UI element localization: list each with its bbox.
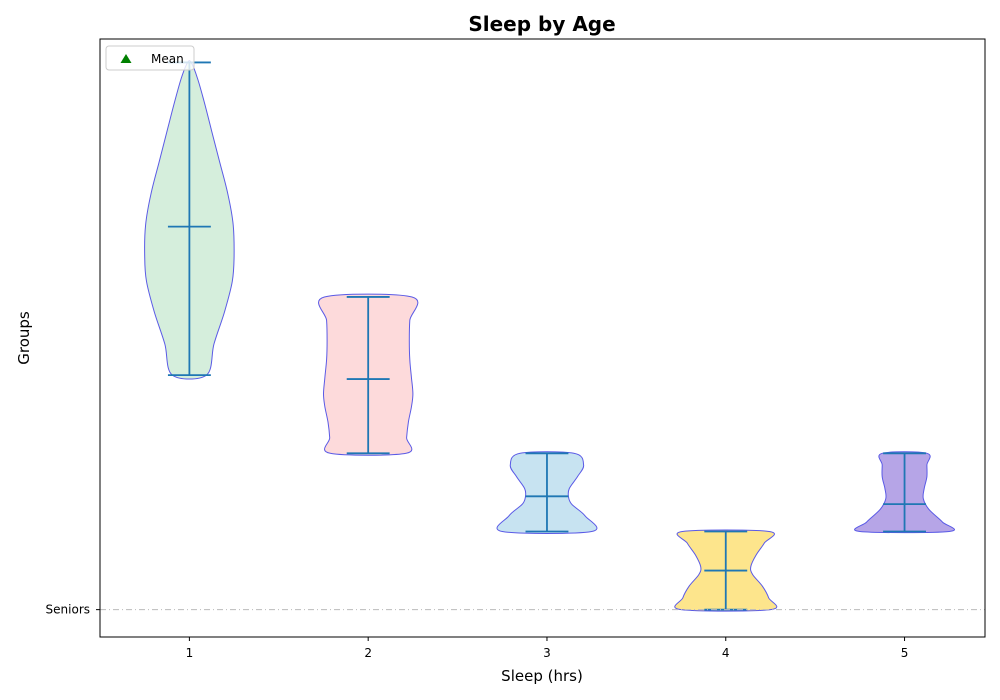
x-axis-label: Sleep (hrs) <box>501 667 583 685</box>
violin-2 <box>318 293 419 456</box>
legend-label-mean: Mean <box>151 52 184 66</box>
x-axis-ticks: 1 2 3 4 5 <box>186 637 909 660</box>
x-tick-label-2: 2 <box>364 646 372 660</box>
x-tick-label-4: 4 <box>722 646 730 660</box>
mean-triangle-icon <box>120 54 132 63</box>
legend: Mean <box>105 45 195 71</box>
plot-frame <box>99 38 986 638</box>
violins-group <box>144 59 955 612</box>
chart-title: Sleep by Age <box>468 12 615 36</box>
violin-4 <box>674 529 778 612</box>
x-tick-label-1: 1 <box>186 646 194 660</box>
legend-box <box>105 45 195 71</box>
x-tick-label-5: 5 <box>901 646 909 660</box>
violin-3 <box>496 451 598 534</box>
violin-1 <box>144 59 235 380</box>
violin-5 <box>854 451 955 534</box>
y-axis-ticks: Seniors <box>46 603 100 617</box>
x-tick-label-3: 3 <box>543 646 551 660</box>
y-tick-label-seniors: Seniors <box>46 603 90 617</box>
y-axis-label: Groups <box>15 311 33 365</box>
